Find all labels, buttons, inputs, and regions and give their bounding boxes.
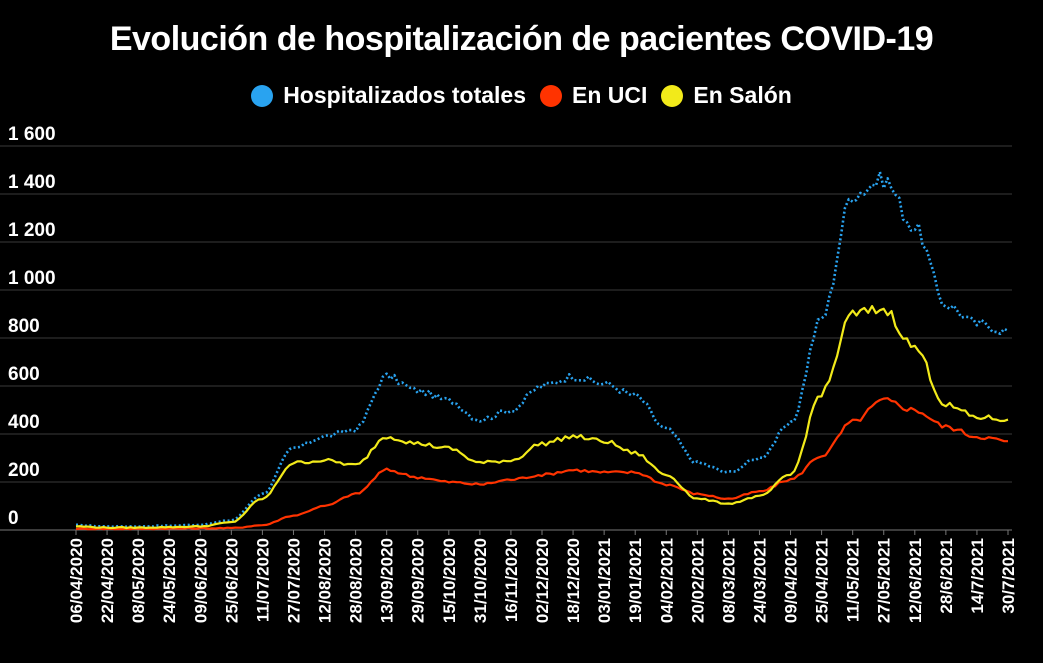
x-tick-label: 06/04/2020 <box>67 538 86 623</box>
x-tick-label: 12/06/2021 <box>906 538 925 623</box>
x-tick-label: 28/6/2021 <box>937 538 956 614</box>
x-tick-label: 11/07/2020 <box>253 538 272 622</box>
x-tick-label: 15/10/2020 <box>440 538 459 623</box>
legend-dot-total <box>251 84 274 107</box>
x-tick-label: 02/12/2020 <box>533 538 552 623</box>
x-tick-label: 29/09/2020 <box>409 538 428 623</box>
x-tick-label: 16/11/2020 <box>502 538 521 622</box>
x-tick-label: 13/09/2020 <box>378 538 397 623</box>
x-tick-label: 27/07/2020 <box>285 538 304 623</box>
series-lines <box>75 170 1009 531</box>
x-tick-label: 09/04/2021 <box>782 538 801 623</box>
y-tick-label: 1 000 <box>8 268 56 289</box>
x-tick-label: 19/01/2021 <box>626 538 645 623</box>
y-tick-label: 0 <box>8 508 19 529</box>
y-tick-label: 600 <box>8 364 40 385</box>
x-tick-label: 04/02/2021 <box>657 538 676 623</box>
y-tick-label: 1 200 <box>8 220 56 241</box>
y-tick-label: 1 400 <box>8 172 56 193</box>
chart-title: Evolución de hospitalización de paciente… <box>109 20 934 58</box>
x-tick-label: 24/05/2020 <box>160 538 179 623</box>
y-axis-ticks: 0 200 400 600 800 1 000 1 200 1 400 1 600 <box>8 124 56 529</box>
legend-dot-uci <box>540 84 563 107</box>
series-line-0 <box>76 170 1009 529</box>
x-tick-label: 27/05/2021 <box>875 538 894 623</box>
x-tick-label: 14/7/2021 <box>968 538 987 614</box>
x-tick-label: 31/10/2020 <box>471 538 490 623</box>
x-tick-label: 12/08/2020 <box>316 538 335 623</box>
legend-item-uci: En UCI <box>540 82 647 109</box>
legend-dot-salon <box>661 84 684 107</box>
legend-item-total: Hospitalizados totales <box>251 82 526 109</box>
legend-item-salon: En Salón <box>661 82 792 109</box>
legend-label-uci: En UCI <box>572 82 648 108</box>
series-line-2 <box>75 305 1009 530</box>
x-tick-label: 30/7/2021 <box>999 538 1018 614</box>
x-tick-label: 20/02/2021 <box>688 538 707 623</box>
x-tick-label: 09/06/2020 <box>191 538 210 623</box>
grid-lines <box>0 145 1012 531</box>
x-axis-ticks: 06/04/2020 22/04/2020 08/05/2020 24/05/2020… <box>67 530 1018 623</box>
x-tick-label: 25/06/2020 <box>222 538 241 623</box>
y-tick-label: 200 <box>8 460 40 481</box>
x-tick-label: 24/03/2021 <box>751 538 770 623</box>
x-tick-label: 11/05/2021 <box>844 538 863 622</box>
x-tick-label: 03/01/2021 <box>595 538 614 623</box>
legend: Hospitalizados totales En UCI En Salón <box>0 82 1043 109</box>
y-tick-label: 400 <box>8 412 40 433</box>
legend-label-salon: En Salón <box>693 82 792 108</box>
x-tick-label: 18/12/2020 <box>564 538 583 623</box>
x-tick-label: 28/08/2020 <box>347 538 366 623</box>
x-tick-label: 25/04/2021 <box>813 538 832 623</box>
x-tick-label: 22/04/2020 <box>98 538 117 623</box>
x-tick-label: 08/03/2021 <box>719 538 738 623</box>
x-tick-label: 08/05/2020 <box>129 538 148 623</box>
series-line-1 <box>75 397 1008 531</box>
y-tick-label: 1 600 <box>8 124 56 145</box>
legend-label-total: Hospitalizados totales <box>283 82 527 108</box>
y-tick-label: 800 <box>8 316 40 337</box>
